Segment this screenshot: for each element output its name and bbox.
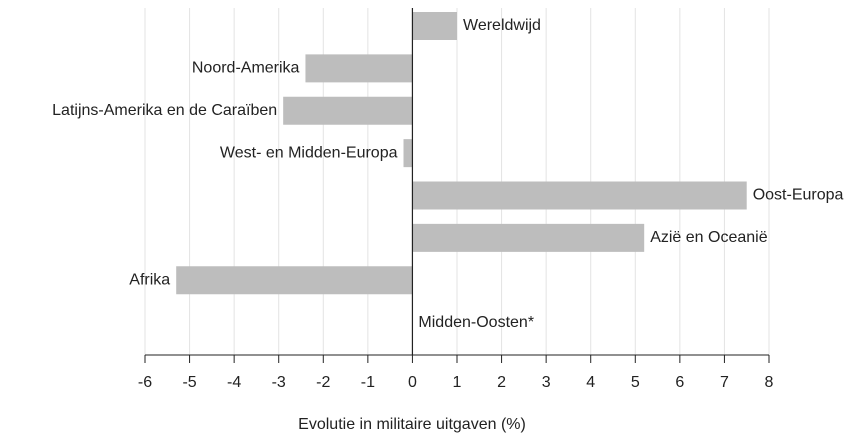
x-tick-label: 7: [720, 374, 729, 391]
x-tick-label: 8: [765, 374, 774, 391]
category-label: Wereldwijd: [463, 17, 541, 34]
category-label: Oost-Europa: [753, 187, 844, 204]
bar: [412, 223, 645, 252]
x-axis-label: Evolutie in militaire uitgaven (%): [298, 416, 526, 433]
category-label: Azië en Oceanië: [650, 229, 768, 246]
x-tick-label: 0: [408, 374, 417, 391]
category-label: Afrika: [129, 271, 170, 288]
category-label: West- en Midden-Europa: [220, 144, 398, 161]
x-tick-label: -5: [182, 374, 196, 391]
category-label: Midden-Oosten*: [418, 314, 534, 331]
bar: [412, 181, 747, 210]
x-tick-label: 3: [542, 374, 551, 391]
x-tick-label: 6: [675, 374, 684, 391]
x-tick-label: -6: [138, 374, 152, 391]
category-label: Noord-Amerika: [192, 60, 300, 77]
x-tick-label: -4: [227, 374, 241, 391]
x-tick-label: 2: [497, 374, 506, 391]
bar: [412, 12, 457, 40]
bar: [176, 266, 413, 295]
bar: [283, 96, 413, 125]
x-tick-label: 5: [631, 374, 640, 391]
x-tick-label: -2: [316, 374, 330, 391]
x-tick-label: -1: [361, 374, 375, 391]
x-tick-label: 4: [586, 374, 595, 391]
category-label: Latijns-Amerika en de Caraïben: [52, 102, 277, 119]
x-tick-label: -3: [272, 374, 286, 391]
x-tick-label: 1: [453, 374, 462, 391]
bar: [403, 139, 413, 168]
bar: [305, 54, 413, 83]
